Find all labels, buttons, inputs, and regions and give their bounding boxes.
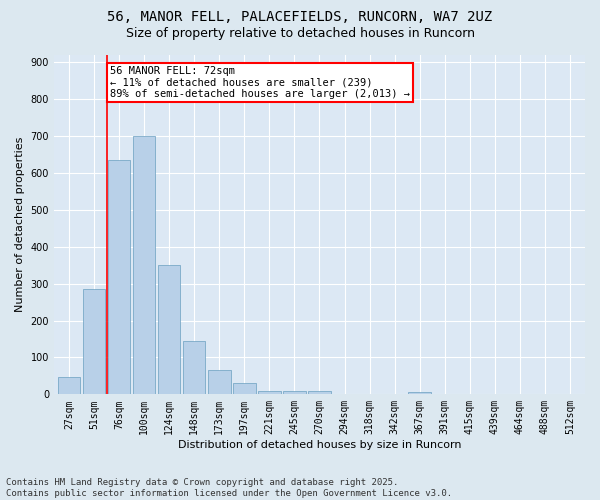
Bar [83,289,105,395]
Bar [183,341,205,394]
Bar [233,384,256,394]
Bar [108,160,130,394]
Bar [58,378,80,394]
X-axis label: Distribution of detached houses by size in Runcorn: Distribution of detached houses by size … [178,440,461,450]
Bar [133,136,155,394]
Text: Contains HM Land Registry data © Crown copyright and database right 2025.
Contai: Contains HM Land Registry data © Crown c… [6,478,452,498]
Bar [258,390,281,394]
Text: 56, MANOR FELL, PALACEFIELDS, RUNCORN, WA7 2UZ: 56, MANOR FELL, PALACEFIELDS, RUNCORN, W… [107,10,493,24]
Bar [409,392,431,394]
Bar [158,265,181,394]
Text: Size of property relative to detached houses in Runcorn: Size of property relative to detached ho… [125,28,475,40]
Bar [283,390,305,394]
Bar [308,390,331,394]
Bar [208,370,230,394]
Text: 56 MANOR FELL: 72sqm
← 11% of detached houses are smaller (239)
89% of semi-deta: 56 MANOR FELL: 72sqm ← 11% of detached h… [110,66,410,100]
Y-axis label: Number of detached properties: Number of detached properties [15,137,25,312]
